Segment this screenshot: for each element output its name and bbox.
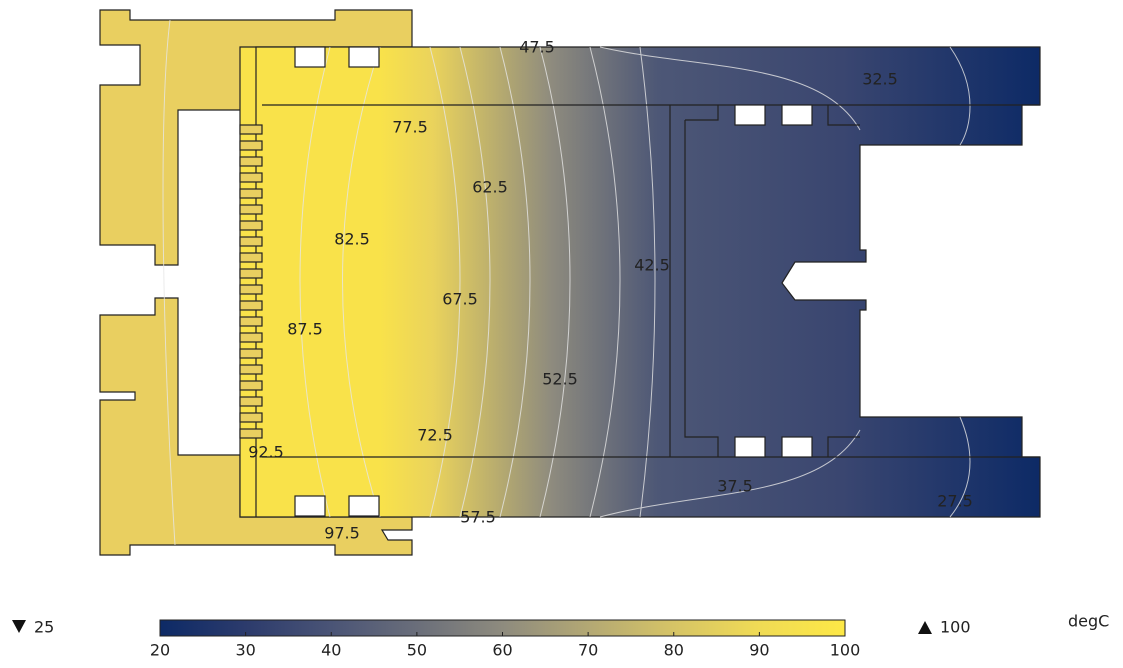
tooth: [239, 284, 263, 295]
colorbar-tick-label: 80: [664, 641, 684, 660]
edges: [255, 47, 1040, 517]
tooth: [239, 412, 263, 423]
tooth: [239, 268, 263, 279]
contour-label: 37.5: [717, 477, 753, 496]
tooth: [239, 380, 263, 391]
contour-label: 97.5: [324, 524, 360, 543]
left-bracket-top: [99, 9, 413, 266]
colorbar-tick-label: 60: [492, 641, 512, 660]
colorbar-tick-label: 70: [578, 641, 598, 660]
contour-label: 32.5: [862, 70, 898, 89]
min-value: 25: [34, 618, 54, 637]
contour-label: 52.5: [542, 370, 578, 389]
hole: [734, 104, 766, 126]
hole: [781, 104, 813, 126]
tooth: [239, 172, 263, 183]
contour-label: 77.5: [392, 118, 428, 137]
max-marker: [918, 621, 932, 634]
tooth: [239, 364, 263, 375]
plate: [239, 46, 1041, 518]
tooth: [239, 140, 263, 151]
min-marker: [12, 620, 26, 633]
tooth: [239, 220, 263, 231]
hole: [781, 436, 813, 458]
tooth: [239, 316, 263, 327]
contour-label: 47.5: [519, 38, 555, 57]
tooth: [239, 204, 263, 215]
contour-label: 87.5: [287, 320, 323, 339]
colorbar-tick-label: 100: [830, 641, 861, 660]
comb: [239, 124, 263, 439]
contour-label: 82.5: [334, 230, 370, 249]
tooth: [239, 348, 263, 359]
hole: [294, 46, 326, 68]
tooth: [239, 300, 263, 311]
geometry: [99, 9, 1041, 556]
colorbar-tick-label: 40: [321, 641, 341, 660]
colorbar-tick-label: 90: [749, 641, 769, 660]
left-bracket-bottom: [99, 297, 413, 556]
contour-label: 42.5: [634, 256, 670, 275]
contour-label: 92.5: [248, 443, 284, 462]
colorbar-tick-label: 50: [407, 641, 427, 660]
colorbar-tick-label: 30: [235, 641, 255, 660]
tooth: [239, 124, 263, 135]
tooth: [239, 396, 263, 407]
tooth: [239, 156, 263, 167]
colorbar-tick-label: 20: [150, 641, 170, 660]
contour-label: 62.5: [472, 178, 508, 197]
max-value: 100: [940, 618, 971, 637]
hole: [348, 495, 380, 517]
contour-label: 72.5: [417, 426, 453, 445]
contour-label: 67.5: [442, 290, 478, 309]
tooth: [239, 428, 263, 439]
unit: degC: [1068, 612, 1109, 631]
hole: [348, 46, 380, 68]
tooth: [239, 252, 263, 263]
tooth: [239, 332, 263, 343]
hole: [294, 495, 326, 517]
tooth: [239, 188, 263, 199]
contour-label: 57.5: [460, 508, 496, 527]
isoline: [162, 19, 971, 546]
hole: [734, 436, 766, 458]
tooth: [239, 236, 263, 247]
contour-label: 27.5: [937, 492, 973, 511]
